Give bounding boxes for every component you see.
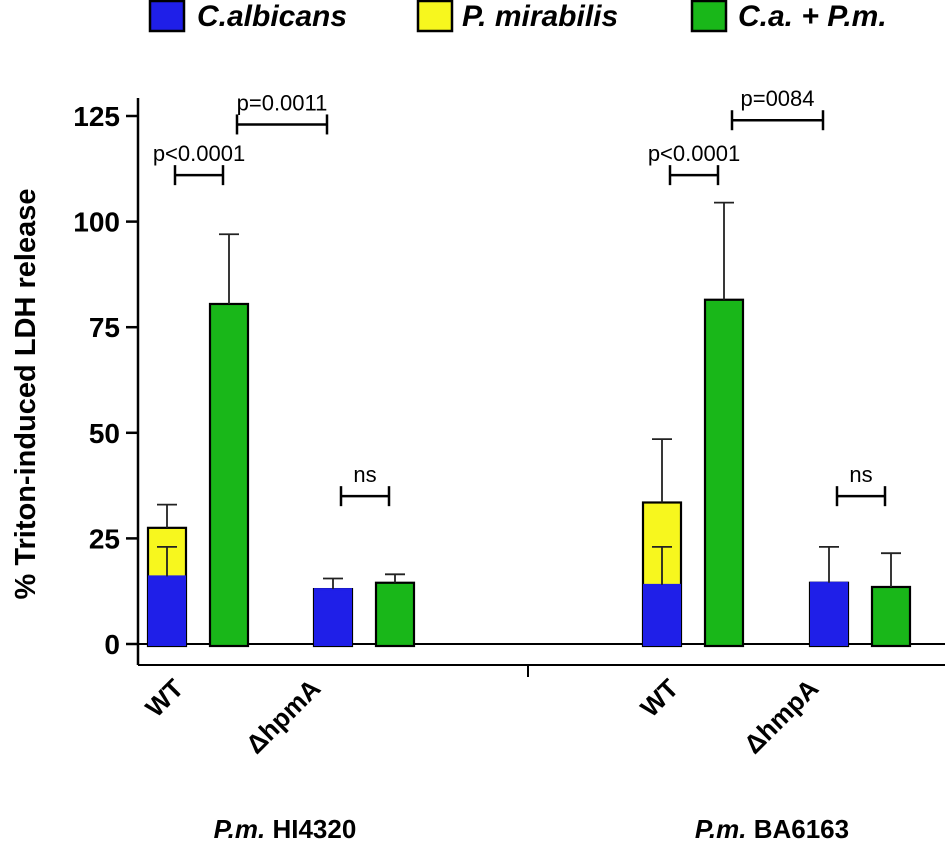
legend-swatch-0 bbox=[148, 0, 186, 33]
sig-label-2: ns bbox=[353, 462, 376, 487]
bar-combo-g1-c0 bbox=[703, 298, 745, 648]
strain-name-1: BA6163 bbox=[746, 814, 849, 842]
sig-label-5: ns bbox=[849, 462, 872, 487]
y-tick-label-125: 125 bbox=[73, 101, 120, 132]
y-axis-title: % Triton-induced LDH release bbox=[10, 189, 42, 600]
legend-swatch-1 bbox=[416, 0, 454, 33]
legend-label-1: P. mirabilis bbox=[462, 0, 618, 33]
category-label-g0-c1: ΔhpmA bbox=[240, 673, 327, 760]
bar-candida-g0-c1 bbox=[314, 589, 352, 646]
legend-label-2: C.a. + P.m. bbox=[738, 0, 887, 33]
y-tick-label-25: 25 bbox=[89, 523, 120, 554]
bar-candida-g1-c1 bbox=[810, 582, 848, 646]
category-label-g1-c0: WT bbox=[634, 673, 684, 723]
strain-prefix-1: P.m. bbox=[695, 814, 747, 842]
sig-label-3: p<0.0001 bbox=[648, 141, 740, 166]
sig-label-4: p=0084 bbox=[740, 86, 814, 111]
y-tick-label-0: 0 bbox=[104, 629, 120, 660]
bar-candida-g1-c0 bbox=[643, 584, 681, 646]
strain-label-0: P.m. HI4320 bbox=[214, 814, 357, 842]
strain-name-0: HI4320 bbox=[265, 814, 356, 842]
legend-label-0: C.albicans bbox=[197, 0, 347, 33]
y-tick-label-100: 100 bbox=[73, 207, 120, 238]
y-tick-label-50: 50 bbox=[89, 418, 120, 449]
legend-swatch-2 bbox=[690, 0, 728, 33]
sig-label-0: p<0.0001 bbox=[153, 141, 245, 166]
y-tick-label-75: 75 bbox=[89, 312, 120, 343]
category-label-g1-c1: ΔhmpA bbox=[738, 673, 825, 760]
bar-combo-g1-c1 bbox=[870, 585, 912, 648]
sig-label-1: p=0.0011 bbox=[237, 90, 328, 115]
bar-combo-g0-c0 bbox=[208, 302, 250, 648]
bar-candida-g0-c0 bbox=[148, 576, 186, 646]
bar-combo-g0-c1 bbox=[374, 581, 416, 648]
category-label-g0-c0: WT bbox=[139, 673, 189, 723]
strain-label-1: P.m. BA6163 bbox=[695, 814, 849, 842]
strain-prefix-0: P.m. bbox=[214, 814, 266, 842]
